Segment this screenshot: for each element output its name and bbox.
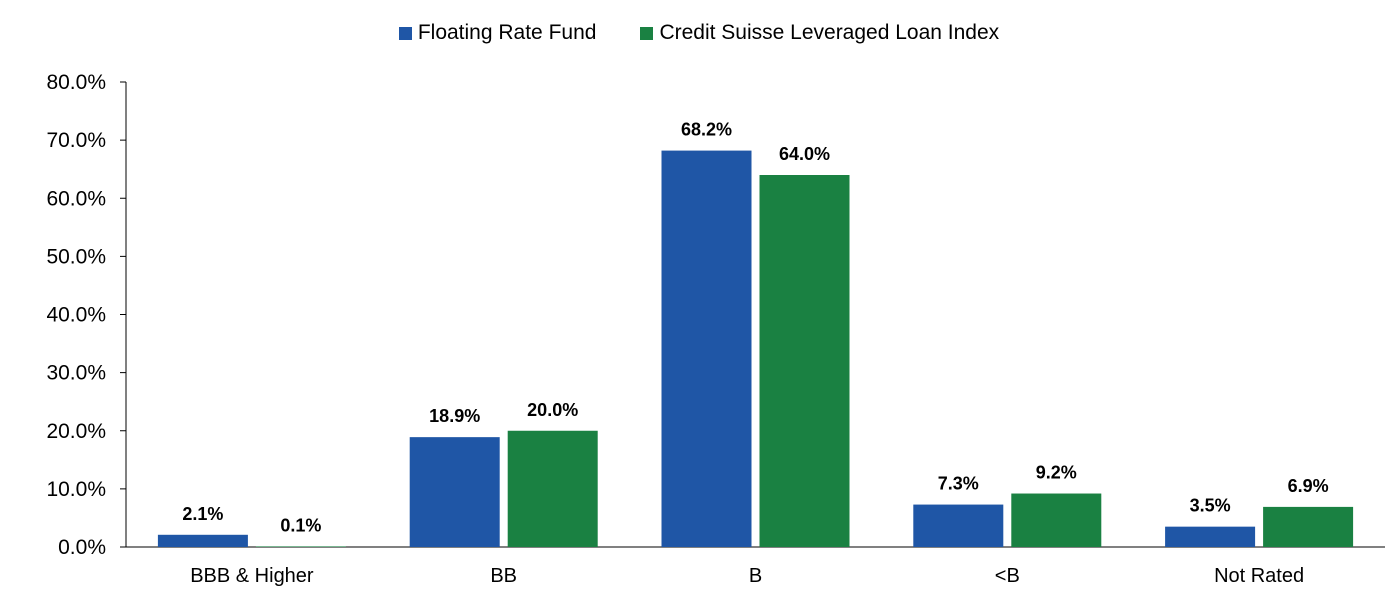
x-category-label: Not Rated xyxy=(1214,565,1304,587)
bar xyxy=(661,150,752,547)
data-label: 64.0% xyxy=(779,144,830,164)
y-tick-label: 60.0% xyxy=(46,187,106,210)
x-category-label: BBB & Higher xyxy=(190,565,314,587)
x-category-label: BB xyxy=(490,565,517,587)
bar xyxy=(1011,493,1102,547)
legend-item-floating-rate-fund: Floating Rate Fund xyxy=(398,21,597,45)
data-label: 3.5% xyxy=(1190,496,1231,516)
data-label: 7.3% xyxy=(938,474,979,494)
bar xyxy=(1263,506,1354,547)
data-label: 18.9% xyxy=(429,406,480,426)
x-category-label: <B xyxy=(995,565,1020,587)
legend-label-floating-rate-fund: Floating Rate Fund xyxy=(417,21,597,44)
data-label: 9.2% xyxy=(1036,463,1077,483)
bar xyxy=(409,437,500,547)
x-category-label: B xyxy=(749,565,762,587)
chart-legend: Floating Rate Fund Credit Suisse Leverag… xyxy=(0,18,1398,48)
bar xyxy=(255,546,346,547)
legend-swatch-leveraged-loan-index xyxy=(640,26,654,40)
data-label: 2.1% xyxy=(182,504,223,524)
legend-item-leveraged-loan-index: Credit Suisse Leveraged Loan Index xyxy=(640,21,999,45)
legend-label-leveraged-loan-index: Credit Suisse Leveraged Loan Index xyxy=(659,21,1000,44)
bar xyxy=(759,175,850,547)
bar xyxy=(1165,526,1256,547)
data-label: 6.9% xyxy=(1288,476,1329,496)
bar xyxy=(913,504,1004,547)
y-tick-label: 20.0% xyxy=(46,420,106,443)
data-label: 68.2% xyxy=(681,120,732,140)
y-tick-label: 80.0% xyxy=(46,71,106,94)
bar xyxy=(157,534,248,547)
y-tick-label: 0.0% xyxy=(58,536,106,559)
data-label: 20.0% xyxy=(527,400,578,420)
legend-swatch-floating-rate-fund xyxy=(398,26,412,40)
y-tick-label: 50.0% xyxy=(46,245,106,268)
y-tick-label: 30.0% xyxy=(46,362,106,385)
y-tick-label: 40.0% xyxy=(46,304,106,327)
bar xyxy=(507,430,598,547)
data-label: 0.1% xyxy=(280,515,321,535)
y-tick-label: 70.0% xyxy=(46,129,106,152)
y-tick-label: 10.0% xyxy=(46,478,106,501)
